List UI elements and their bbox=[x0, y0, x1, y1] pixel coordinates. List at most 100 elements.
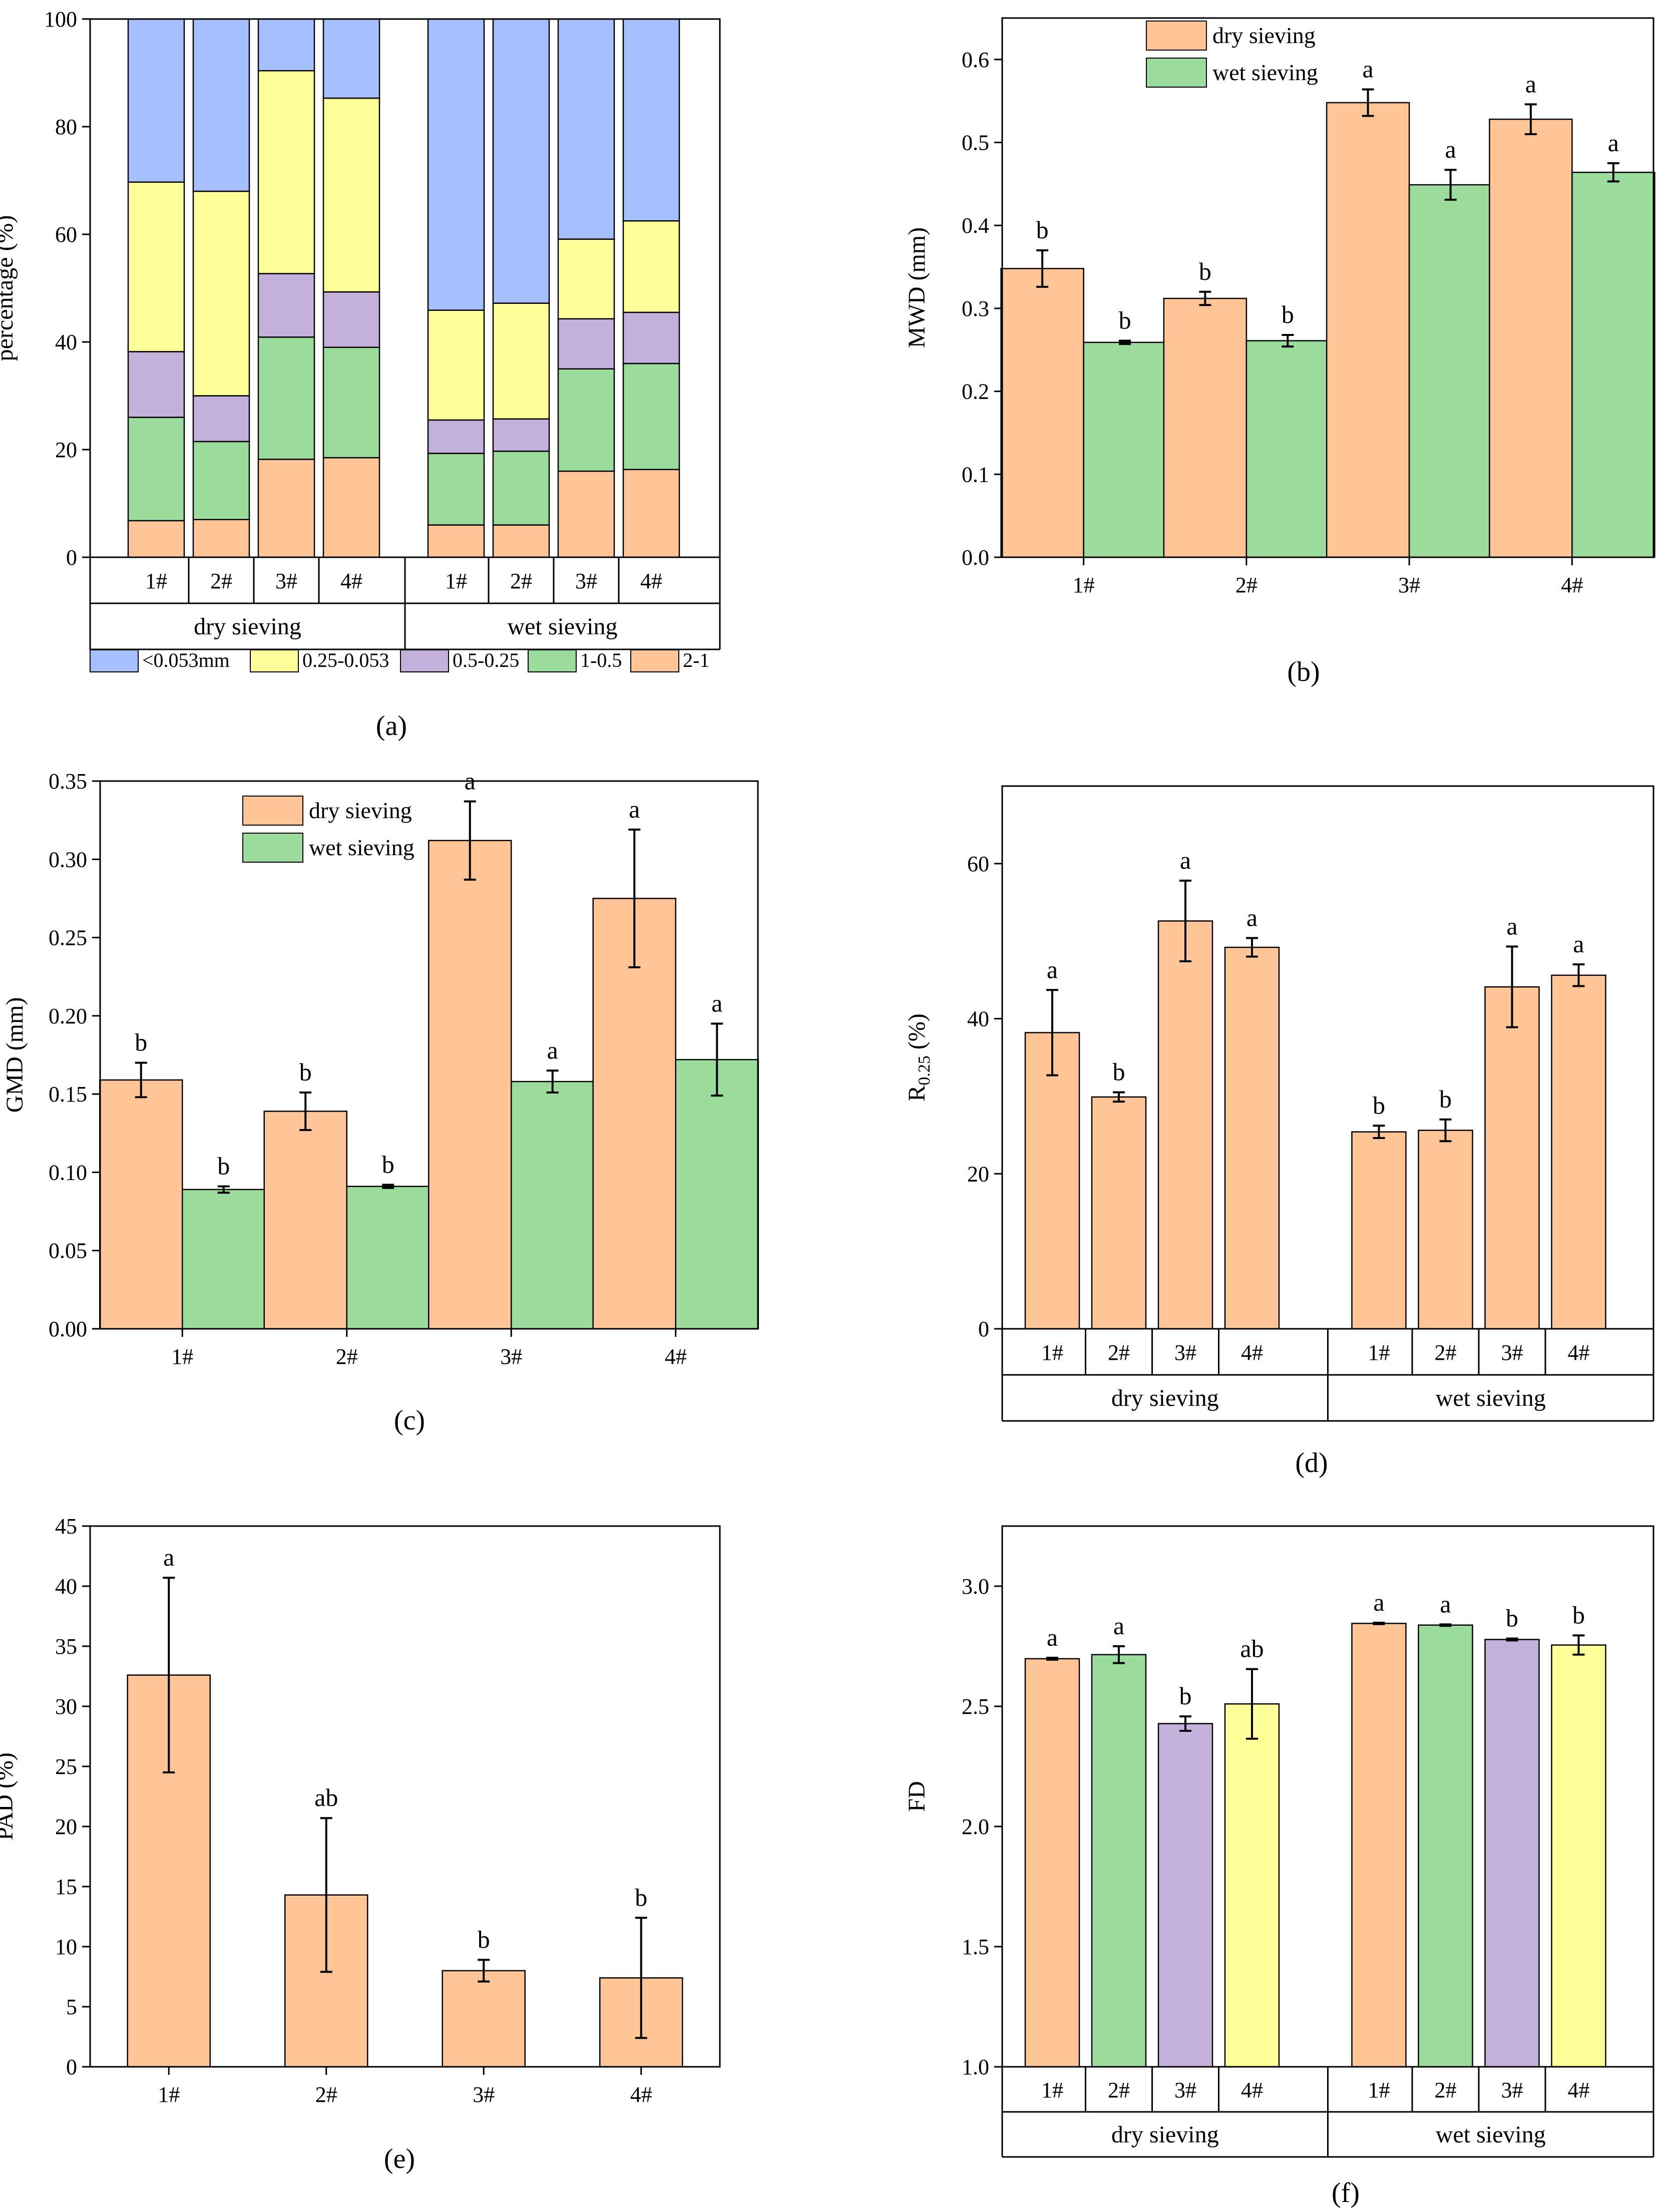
category-label: 4# bbox=[1561, 573, 1583, 597]
y-tick-label: 15 bbox=[55, 1875, 77, 1899]
bar bbox=[263, 1111, 347, 1330]
significance-letter: a bbox=[163, 1543, 174, 1571]
bar bbox=[1157, 920, 1213, 1330]
stacked-bar-segment bbox=[127, 520, 185, 558]
panel-label: (d) bbox=[1295, 1447, 1328, 1479]
bar bbox=[1489, 118, 1573, 558]
bar bbox=[592, 898, 676, 1330]
y-tick-label: 25 bbox=[55, 1754, 77, 1779]
stacked-bar-segment bbox=[257, 336, 315, 460]
significance-letter: a bbox=[1506, 912, 1517, 940]
stacked-bar-segment bbox=[257, 70, 315, 274]
stacked-bar-segment bbox=[322, 291, 380, 348]
legend-label: wet sieving bbox=[309, 835, 414, 860]
category-label: 2# bbox=[1235, 573, 1258, 597]
legend-label: 2-1 bbox=[683, 649, 709, 671]
y-tick-label: 35 bbox=[55, 1634, 77, 1659]
legend-label: <0.053mm bbox=[142, 649, 230, 671]
category-label: 4# bbox=[1568, 2078, 1590, 2102]
significance-letter: b bbox=[1179, 1682, 1192, 1710]
category-label: 3# bbox=[1174, 1340, 1196, 1365]
bar bbox=[1484, 1639, 1540, 2068]
category-label: 4# bbox=[1241, 2078, 1263, 2102]
category-label: 4# bbox=[340, 569, 362, 593]
significance-letter: a bbox=[547, 1036, 558, 1064]
significance-letter: a bbox=[1608, 129, 1619, 157]
significance-letter: ab bbox=[1240, 1635, 1264, 1663]
plot-frame bbox=[1001, 17, 1654, 558]
significance-letter: a bbox=[629, 795, 640, 823]
group-label: dry sieving bbox=[194, 613, 301, 640]
bar bbox=[1224, 946, 1280, 1330]
stacked-bar-segment bbox=[622, 220, 680, 313]
bar bbox=[1551, 974, 1606, 1330]
legend-swatch bbox=[242, 833, 303, 863]
y-tick-label: 80 bbox=[55, 115, 77, 139]
significance-letter: a bbox=[1113, 1612, 1124, 1640]
category-label: 2# bbox=[1108, 2078, 1130, 2102]
y-tick-label: 30 bbox=[55, 1694, 77, 1719]
stacked-bar-segment bbox=[192, 441, 250, 520]
significance-letter: a bbox=[1180, 846, 1191, 874]
stacked-bar-segment bbox=[322, 346, 380, 459]
significance-letter: b bbox=[217, 1152, 230, 1180]
stacked-bar-segment bbox=[127, 18, 185, 183]
significance-letter: a bbox=[1373, 1588, 1384, 1616]
y-tick-label: 5 bbox=[66, 1995, 77, 2019]
category-label: 3# bbox=[1501, 2078, 1523, 2102]
panel-e: 0 5 10 15 20 25 30 35 40 45 PAD (%) a 1# ab 2# b 3# b 4# (e… bbox=[0, 1514, 721, 2174]
significance-letter: b bbox=[299, 1058, 312, 1086]
y-tick-label: 1.0 bbox=[962, 2055, 989, 2079]
stacked-bar-segment bbox=[427, 18, 485, 311]
plot-frame bbox=[89, 1525, 721, 2068]
category-label: 2# bbox=[210, 569, 232, 593]
stacked-bar-segment bbox=[557, 368, 615, 472]
significance-letter: b bbox=[1439, 1085, 1452, 1113]
legend-swatch bbox=[528, 649, 577, 672]
bar bbox=[1551, 1644, 1606, 2068]
bar bbox=[1091, 1096, 1147, 1330]
y-tick-label: 20 bbox=[55, 438, 77, 462]
legend-label: dry sieving bbox=[1212, 23, 1316, 48]
category-label: 3# bbox=[1398, 573, 1420, 597]
bar bbox=[1083, 341, 1167, 558]
y-tick-label: 0.10 bbox=[49, 1160, 87, 1185]
category-label: 2# bbox=[336, 1344, 358, 1369]
panel-d: 0 20 40 60 R0.25 (%) a b a a b b a a 1# 2# 3# 4# 1# 2# 3# 4#… bbox=[904, 785, 1654, 1479]
y-tick-label: 0 bbox=[978, 1317, 989, 1341]
stacked-bar-segment bbox=[257, 459, 315, 558]
stacked-bar-segment bbox=[427, 309, 485, 421]
y-tick-label: 10 bbox=[55, 1935, 77, 1959]
bar bbox=[675, 1059, 759, 1330]
stacked-bar-segment bbox=[127, 181, 185, 352]
y-tick-label: 20 bbox=[967, 1162, 989, 1186]
significance-letter: a bbox=[711, 989, 722, 1017]
legend-swatch bbox=[1146, 58, 1207, 88]
significance-letter: a bbox=[1363, 55, 1374, 83]
stacked-bar-segment bbox=[192, 18, 250, 192]
group-label: wet sieving bbox=[508, 613, 618, 640]
y-tick-label: 1.5 bbox=[962, 1935, 989, 1959]
stacked-bar-segment bbox=[492, 524, 550, 558]
y-tick-label: 0.00 bbox=[49, 1317, 87, 1341]
category-label: 4# bbox=[1568, 1340, 1590, 1365]
bar bbox=[442, 1970, 526, 2068]
stacked-bar-segment bbox=[427, 453, 485, 526]
stacked-bar-segment bbox=[557, 238, 615, 320]
y-tick-label: 40 bbox=[55, 330, 77, 354]
y-tick-label: 0.05 bbox=[49, 1239, 87, 1263]
significance-letter: b bbox=[478, 1925, 490, 1953]
bar bbox=[1245, 340, 1330, 558]
significance-letter: a bbox=[1246, 904, 1258, 932]
category-label: 3# bbox=[575, 569, 597, 593]
stacked-bar-segment bbox=[557, 18, 615, 240]
y-tick-label: 0.5 bbox=[962, 131, 989, 155]
stacked-bar-segment bbox=[492, 302, 550, 420]
y-tick-label: 2.0 bbox=[962, 1814, 989, 1839]
y-axis-label-unit: (%) bbox=[904, 1013, 930, 1055]
stacked-bar-segment bbox=[257, 18, 315, 72]
bar bbox=[1224, 1703, 1280, 2068]
category-label: 1# bbox=[158, 2082, 180, 2107]
